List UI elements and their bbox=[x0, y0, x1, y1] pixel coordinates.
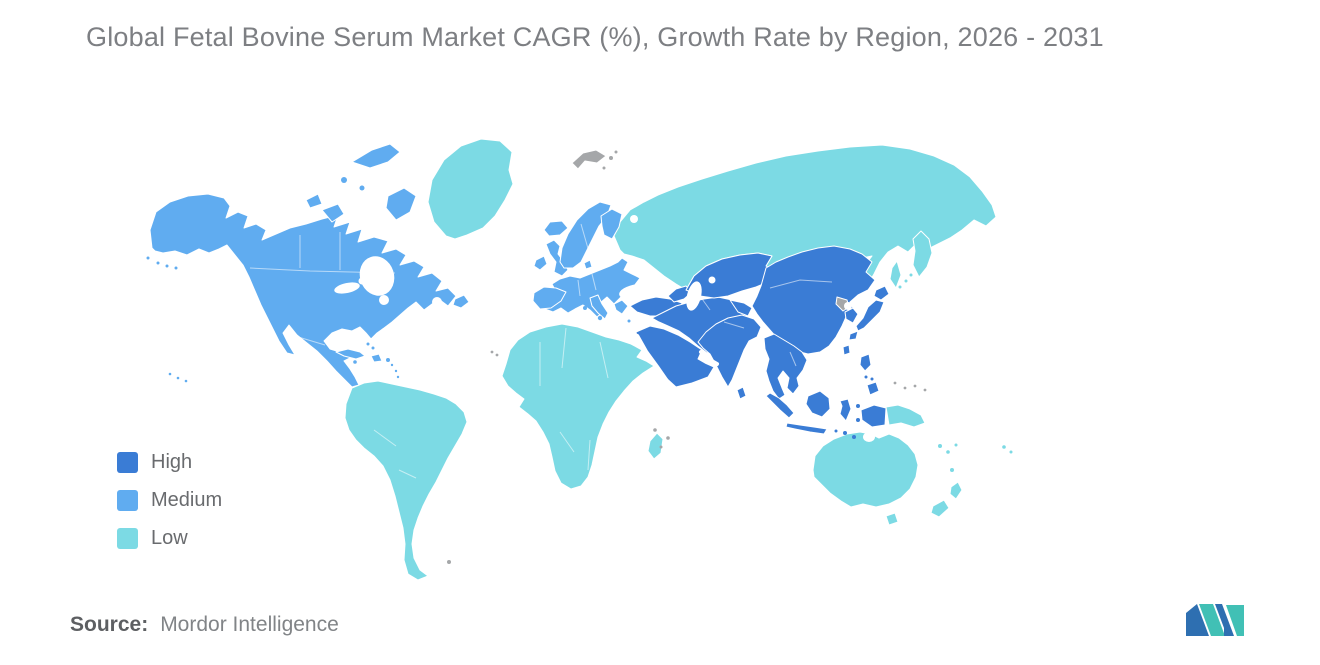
chart-title: Global Fetal Bovine Serum Market CAGR (%… bbox=[86, 22, 1104, 52]
source-line: Source: Mordor Intelligence bbox=[70, 613, 339, 637]
legend-item-high: High bbox=[117, 452, 222, 473]
legend-swatch-medium bbox=[117, 490, 138, 511]
scandinavia bbox=[559, 201, 612, 269]
newfoundland bbox=[452, 294, 470, 309]
new-zealand-north bbox=[949, 481, 963, 500]
philippines-luzon bbox=[859, 353, 872, 372]
legend-swatch-low bbox=[117, 528, 138, 549]
iberia bbox=[532, 286, 567, 310]
papua-new-guinea bbox=[885, 404, 926, 428]
gulf-of-st-lawrence bbox=[432, 297, 442, 307]
region-group-medium bbox=[146, 143, 641, 388]
logo-teal-shapes bbox=[1199, 604, 1244, 636]
japan-hokkaido bbox=[873, 285, 890, 301]
source-value: Mordor Intelligence bbox=[160, 613, 339, 636]
japan-honshu bbox=[855, 299, 885, 332]
new-zealand-south bbox=[930, 499, 950, 518]
hawaii-dots bbox=[168, 372, 188, 383]
legend-label-low: Low bbox=[151, 527, 188, 549]
black-sea bbox=[619, 283, 657, 301]
baltic-sea bbox=[591, 240, 607, 262]
sakhalin bbox=[889, 260, 902, 289]
sulawesi bbox=[839, 398, 852, 422]
italy bbox=[589, 294, 609, 320]
taiwan bbox=[842, 344, 851, 356]
sri-lanka bbox=[736, 386, 747, 400]
java bbox=[785, 422, 828, 435]
no-data-island-dots bbox=[447, 350, 927, 564]
legend-label-high: High bbox=[151, 451, 193, 473]
aral-sea bbox=[708, 276, 716, 284]
madagascar bbox=[647, 432, 664, 460]
hispaniola bbox=[370, 353, 383, 363]
legend: High Medium Low bbox=[117, 452, 222, 566]
iceland bbox=[543, 220, 569, 237]
finland bbox=[600, 208, 623, 240]
asia-island-dots bbox=[797, 363, 874, 439]
greenland bbox=[427, 138, 514, 240]
legend-label-medium: Medium bbox=[151, 489, 223, 511]
yellow-sea bbox=[844, 302, 852, 310]
south-america bbox=[344, 380, 468, 581]
philippines-mindanao bbox=[866, 381, 880, 396]
australia bbox=[812, 431, 919, 508]
west-new-guinea bbox=[860, 404, 887, 428]
south-korea bbox=[844, 307, 859, 324]
tasmania bbox=[885, 512, 899, 526]
caribbean-island-dots bbox=[353, 342, 400, 379]
africa bbox=[501, 323, 655, 490]
ireland bbox=[533, 255, 548, 271]
hudson-bay bbox=[359, 256, 395, 296]
great-lakes bbox=[334, 282, 360, 294]
denmark bbox=[583, 259, 593, 270]
afghanistan-area bbox=[729, 299, 753, 317]
cuba bbox=[335, 348, 366, 360]
legend-item-medium: Medium bbox=[117, 490, 222, 511]
logo-blue-shapes bbox=[1186, 604, 1234, 636]
legend-swatch-high bbox=[117, 452, 138, 473]
inland-water bbox=[334, 215, 875, 442]
kamchatka bbox=[912, 230, 933, 278]
red-sea bbox=[634, 333, 669, 383]
canadian-arctic-islands bbox=[305, 143, 417, 223]
balkans-greece bbox=[613, 299, 629, 315]
region-group-nodata bbox=[447, 149, 927, 564]
persian-gulf bbox=[699, 350, 719, 366]
us-mexico-border bbox=[284, 332, 326, 346]
legend-item-low: Low bbox=[117, 528, 222, 549]
gulf-of-carpentaria bbox=[863, 432, 875, 442]
japan-kyushu bbox=[848, 330, 859, 341]
mediterranean-island-dots bbox=[582, 299, 631, 323]
north-america bbox=[149, 193, 457, 388]
sumatra bbox=[765, 392, 795, 419]
us-canada-border bbox=[249, 267, 396, 274]
united-kingdom bbox=[545, 239, 569, 277]
white-sea bbox=[630, 215, 638, 223]
europe-mainland bbox=[537, 257, 641, 318]
pacific-island-dots bbox=[898, 273, 1013, 472]
svalbard bbox=[571, 149, 607, 170]
borneo bbox=[805, 390, 831, 418]
aleutian-island-dots bbox=[146, 256, 178, 270]
caspian-sea bbox=[686, 281, 702, 311]
mordor-intelligence-logo bbox=[1186, 604, 1244, 636]
source-label: Source: bbox=[70, 613, 149, 636]
country-borders bbox=[249, 223, 833, 501]
indochina-malay bbox=[763, 333, 808, 400]
